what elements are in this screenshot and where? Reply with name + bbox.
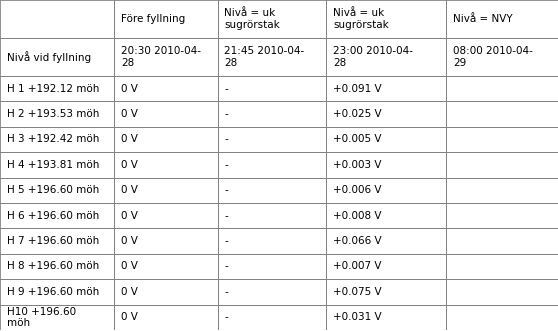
Text: 08:00 2010-04-
29: 08:00 2010-04- 29 xyxy=(453,46,533,68)
Text: Nivå = uk
sugrörstak: Nivå = uk sugrörstak xyxy=(224,8,280,30)
Text: 0 V: 0 V xyxy=(121,185,138,195)
Text: +0.031 V: +0.031 V xyxy=(333,312,382,322)
Text: +0.006 V: +0.006 V xyxy=(333,185,382,195)
Text: 0 V: 0 V xyxy=(121,134,138,144)
Text: H 2 +193.53 möh: H 2 +193.53 möh xyxy=(7,109,99,119)
Text: -: - xyxy=(224,84,228,94)
Text: +0.025 V: +0.025 V xyxy=(333,109,382,119)
Text: 0 V: 0 V xyxy=(121,109,138,119)
Text: -: - xyxy=(224,211,228,221)
Text: -: - xyxy=(224,261,228,271)
Text: H 1 +192.12 möh: H 1 +192.12 möh xyxy=(7,84,99,94)
Text: 0 V: 0 V xyxy=(121,84,138,94)
Text: H 5 +196.60 möh: H 5 +196.60 möh xyxy=(7,185,99,195)
Text: -: - xyxy=(224,236,228,246)
Text: -: - xyxy=(224,287,228,297)
Text: H 4 +193.81 möh: H 4 +193.81 möh xyxy=(7,160,99,170)
Text: -: - xyxy=(224,109,228,119)
Text: H 9 +196.60 möh: H 9 +196.60 möh xyxy=(7,287,99,297)
Text: 0 V: 0 V xyxy=(121,211,138,221)
Text: H10 +196.60
möh: H10 +196.60 möh xyxy=(7,307,76,328)
Text: +0.091 V: +0.091 V xyxy=(333,84,382,94)
Text: -: - xyxy=(224,134,228,144)
Text: H 7 +196.60 möh: H 7 +196.60 möh xyxy=(7,236,99,246)
Text: +0.075 V: +0.075 V xyxy=(333,287,382,297)
Text: +0.008 V: +0.008 V xyxy=(333,211,382,221)
Text: Nivå = NVY: Nivå = NVY xyxy=(453,14,513,24)
Text: 21:45 2010-04-
28: 21:45 2010-04- 28 xyxy=(224,46,305,68)
Text: -: - xyxy=(224,185,228,195)
Text: Nivå vid fyllning: Nivå vid fyllning xyxy=(7,51,91,63)
Text: H 3 +192.42 möh: H 3 +192.42 möh xyxy=(7,134,99,144)
Text: +0.003 V: +0.003 V xyxy=(333,160,382,170)
Text: 0 V: 0 V xyxy=(121,236,138,246)
Text: 0 V: 0 V xyxy=(121,261,138,271)
Text: 20:30 2010-04-
28: 20:30 2010-04- 28 xyxy=(121,46,201,68)
Text: 0 V: 0 V xyxy=(121,160,138,170)
Text: +0.007 V: +0.007 V xyxy=(333,261,382,271)
Text: -: - xyxy=(224,312,228,322)
Text: H 6 +196.60 möh: H 6 +196.60 möh xyxy=(7,211,99,221)
Text: +0.066 V: +0.066 V xyxy=(333,236,382,246)
Text: H 8 +196.60 möh: H 8 +196.60 möh xyxy=(7,261,99,271)
Text: +0.005 V: +0.005 V xyxy=(333,134,382,144)
Text: Nivå = uk
sugrörstak: Nivå = uk sugrörstak xyxy=(333,8,389,30)
Text: 23:00 2010-04-
28: 23:00 2010-04- 28 xyxy=(333,46,413,68)
Text: 0 V: 0 V xyxy=(121,312,138,322)
Text: Före fyllning: Före fyllning xyxy=(121,14,185,24)
Text: 0 V: 0 V xyxy=(121,287,138,297)
Text: -: - xyxy=(224,160,228,170)
